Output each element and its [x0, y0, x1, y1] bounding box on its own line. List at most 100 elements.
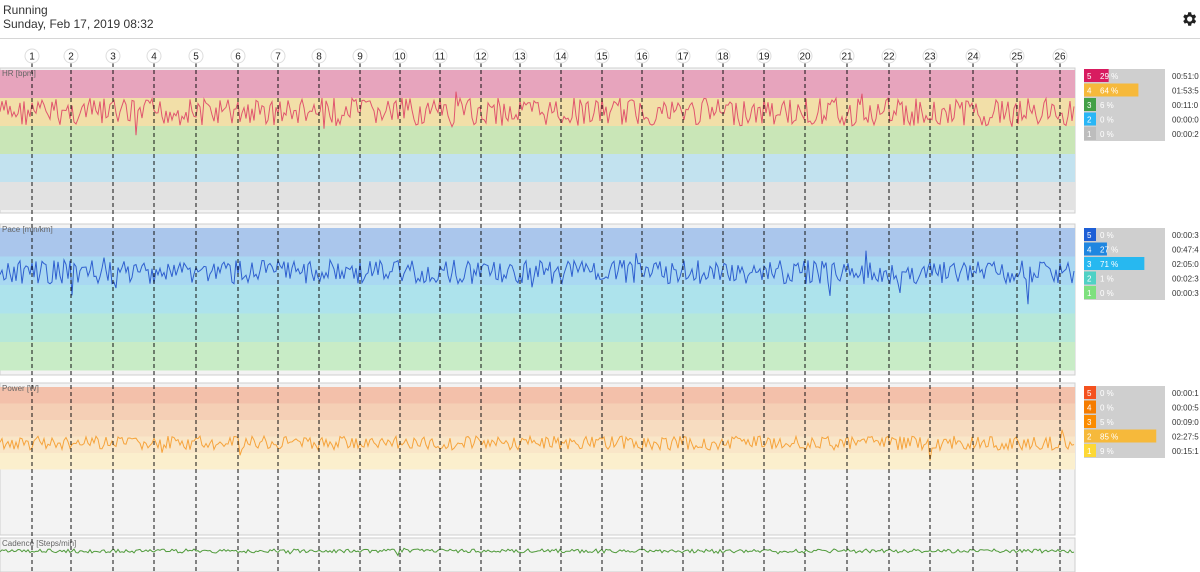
- power-zone-row: 2 85 % 02:27:5: [1084, 429, 1199, 443]
- pace-zone-row: 1 0 % 00:00:3: [1084, 286, 1199, 299]
- lap-marker[interactable]: 3: [105, 48, 121, 572]
- lap-badge: [756, 48, 772, 64]
- power-panel[interactable]: Power [W]: [0, 382, 1076, 536]
- lap-badge: [352, 48, 368, 64]
- pace-zone-percent: 1 %: [1100, 275, 1114, 284]
- lap-badge: [188, 48, 204, 64]
- lap-badge: [1052, 48, 1068, 64]
- power-zone-row: 3 5 % 00:09:0: [1084, 415, 1199, 428]
- pace-zone-band: [0, 342, 1075, 371]
- lap-badge: [473, 48, 489, 64]
- lap-badge: [922, 48, 938, 64]
- pace-zone-time: 00:00:3: [1172, 231, 1199, 240]
- lap-marker[interactable]: 11: [432, 48, 448, 572]
- pace-zone-number: 2: [1087, 275, 1092, 284]
- lap-number: 9: [357, 52, 363, 63]
- lap-number: 3: [110, 52, 116, 63]
- activity-date: Sunday, Feb 17, 2019 08:32: [3, 17, 154, 31]
- lap-number: 25: [1011, 52, 1023, 63]
- lap-marker[interactable]: 14: [553, 48, 569, 572]
- lap-number: 20: [799, 52, 811, 63]
- lap-badge: [797, 48, 813, 64]
- lap-number: 11: [435, 52, 446, 63]
- pace-panel[interactable]: Pace [min/km]: [0, 223, 1076, 376]
- hr-zone-percent: 29 %: [1100, 72, 1118, 81]
- hr-zone-row: 2 0 % 00:00:0: [1084, 112, 1199, 126]
- pace-zone-percent: 71 %: [1100, 260, 1118, 269]
- lap-marker[interactable]: 24: [965, 48, 981, 572]
- power-zone-band: [0, 403, 1075, 420]
- power-zone-time: 00:09:0: [1172, 418, 1199, 427]
- power-zone-band: [0, 420, 1075, 437]
- pace-zone-band: [0, 228, 1075, 257]
- lap-marker[interactable]: 19: [756, 48, 772, 572]
- lap-marker[interactable]: 23: [922, 48, 938, 572]
- lap-marker[interactable]: 20: [797, 48, 813, 572]
- lap-badge: [839, 48, 855, 64]
- lap-marker[interactable]: 1: [24, 48, 40, 572]
- lap-number: 19: [758, 52, 770, 63]
- hr-zone-row: 1 0 % 00:00:2: [1084, 127, 1199, 140]
- lap-marker[interactable]: 25: [1009, 48, 1025, 572]
- lap-badge: [24, 48, 40, 64]
- pace-zone-bar: [1084, 271, 1096, 285]
- lap-marker[interactable]: 21: [839, 48, 855, 572]
- lap-number: 18: [717, 52, 729, 63]
- lap-marker[interactable]: 10: [392, 48, 408, 572]
- hr-zone-time: 00:51:0: [1172, 72, 1199, 81]
- hr-zone-percent: 0 %: [1100, 116, 1114, 125]
- lap-number: 5: [193, 52, 199, 63]
- lap-number: 10: [394, 52, 406, 63]
- gear-icon[interactable]: [1180, 10, 1198, 28]
- cadence-panel-label: Cadence [Steps/min]: [2, 539, 76, 548]
- hr-series-line: [0, 91, 1075, 136]
- lap-badge: [392, 48, 408, 64]
- power-zone-summary: [1084, 386, 1165, 458]
- lap-marker[interactable]: 17: [675, 48, 691, 572]
- lap-marker[interactable]: 22: [881, 48, 897, 572]
- pace-zone-bar: [1084, 257, 1145, 270]
- lap-marker[interactable]: 2: [63, 48, 79, 572]
- hr-zone-row: 5 29 % 00:51:0: [1084, 69, 1199, 82]
- lap-marker[interactable]: 16: [634, 48, 650, 572]
- hr-zone-time: 00:00:0: [1172, 116, 1199, 125]
- lap-number: 12: [475, 52, 487, 63]
- lap-number: 16: [636, 52, 648, 63]
- cadence-series-line: [0, 547, 1075, 557]
- power-zone-number: 5: [1087, 389, 1092, 398]
- hr-panel[interactable]: HR [bpm]: [0, 67, 1076, 214]
- pace-zone-band: [0, 313, 1075, 342]
- lap-marker[interactable]: 4: [146, 48, 162, 572]
- power-zone-number: 4: [1087, 404, 1092, 413]
- pace-zone-number: 1: [1087, 289, 1092, 298]
- hr-zone-row: 3 6 % 00:11:0: [1084, 98, 1199, 111]
- lap-marker[interactable]: 6: [230, 48, 246, 572]
- lap-marker[interactable]: 26: [1052, 48, 1068, 572]
- lap-number: 1: [29, 52, 35, 63]
- power-zone-bar: [1084, 415, 1096, 428]
- hr-zone-number: 3: [1087, 101, 1092, 110]
- hr-zone-band: [0, 182, 1075, 210]
- lap-marker[interactable]: 8: [311, 48, 327, 572]
- pace-zone-time: 00:00:3: [1172, 289, 1199, 298]
- power-zone-percent: 0 %: [1100, 389, 1114, 398]
- power-zone-bar: [1084, 444, 1096, 457]
- cadence-panel[interactable]: Cadence [Steps/min]: [0, 537, 1076, 572]
- hr-zone-number: 5: [1087, 72, 1092, 81]
- power-zone-time: 00:15:1: [1172, 447, 1199, 456]
- lap-marker[interactable]: 13: [512, 48, 528, 572]
- pace-zone-row: 2 1 % 00:02:3: [1084, 271, 1199, 285]
- pace-zone-row: 3 71 % 02:05:0: [1084, 257, 1199, 270]
- lap-marker[interactable]: 5: [188, 48, 204, 572]
- lap-badge: [881, 48, 897, 64]
- lap-marker[interactable]: 15: [594, 48, 610, 572]
- lap-marker[interactable]: 12: [473, 48, 489, 572]
- lap-marker[interactable]: 9: [352, 48, 368, 572]
- lap-marker[interactable]: 7: [270, 48, 286, 572]
- lap-badge: [311, 48, 327, 64]
- hr-zone-time: 01:53:5: [1172, 87, 1199, 96]
- power-zone-number: 3: [1087, 418, 1092, 427]
- lap-marker[interactable]: 18: [715, 48, 731, 572]
- lap-badge: [105, 48, 121, 64]
